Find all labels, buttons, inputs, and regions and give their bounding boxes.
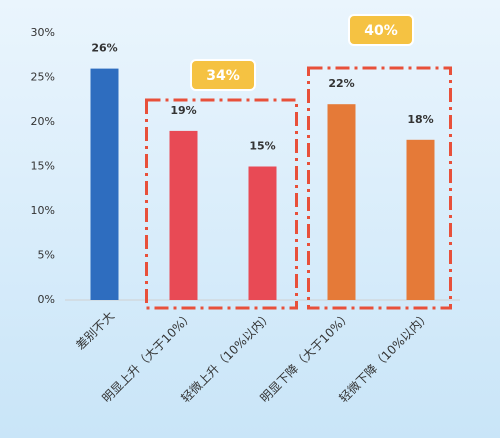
y-tick-label: 0% — [38, 293, 55, 306]
bar — [248, 166, 277, 300]
annotation: 40% — [364, 23, 398, 39]
value-label: 18% — [407, 113, 433, 126]
value-label: 26% — [91, 42, 117, 55]
y-tick-label: 25% — [31, 71, 55, 84]
bar — [327, 104, 356, 300]
bar — [169, 130, 198, 300]
bar — [406, 139, 435, 300]
value-label: 19% — [170, 104, 196, 117]
annotation-box — [348, 14, 414, 46]
y-tick-label: 30% — [31, 26, 55, 39]
y-tick-label: 10% — [31, 204, 55, 217]
y-tick-label: 20% — [31, 115, 55, 128]
annotation-box — [190, 59, 256, 91]
value-label: 22% — [328, 77, 354, 90]
value-label: 15% — [249, 140, 275, 153]
y-tick-label: 15% — [31, 160, 55, 173]
y-tick-label: 5% — [38, 249, 55, 262]
group-box — [145, 98, 298, 310]
annotation: 34% — [206, 68, 240, 84]
group-box — [307, 66, 452, 310]
bar — [90, 68, 119, 300]
